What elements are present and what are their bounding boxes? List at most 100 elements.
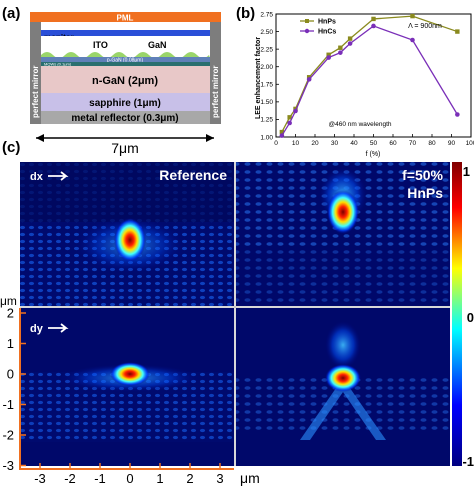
chart-ytick-label: 2.25 — [260, 46, 273, 53]
field-ytick-label: 2 — [7, 306, 14, 321]
chart-xtick-label: 50 — [370, 140, 378, 147]
legend-marker-HnCs — [304, 28, 310, 34]
chart-ytick-label: 1.50 — [260, 99, 273, 106]
field-ytick-label: 1 — [7, 336, 14, 351]
chart-ylabel: LEE enhancement factor — [255, 37, 262, 119]
chart-lambda-annotation: Λ = 900nm — [408, 23, 442, 30]
field-xtick-label: 2 — [186, 471, 193, 486]
field-xtick-label: 1 — [156, 471, 163, 486]
point-HnCs — [326, 55, 331, 60]
chart-legend: HnPs HnCs — [300, 18, 336, 35]
label-dy: dy — [30, 323, 44, 335]
pml-layer — [30, 12, 221, 22]
point-HnCs — [306, 77, 312, 82]
chart-ytick-label: 2.75 — [260, 11, 273, 18]
pml-label: PML — [117, 14, 134, 23]
field-xtick-label: 3 — [216, 471, 223, 486]
ito-texture — [41, 52, 210, 58]
chart-wavelength-annotation: @460 nm wavelength — [329, 121, 392, 128]
point-HnPs — [410, 13, 415, 19]
point-HnCs — [455, 112, 460, 117]
panel-label-a: (a) — [2, 5, 20, 22]
gap-layer — [41, 36, 210, 51]
panel-label-b: (b) — [236, 5, 255, 22]
chart-xtick-label: 70 — [409, 140, 417, 147]
point-HnCs — [287, 120, 292, 126]
chart-xtick-label: 80 — [428, 140, 436, 147]
series-line-HnPs — [281, 15, 458, 133]
colorbar-min: -1 — [462, 454, 474, 469]
chart-ytick-label: 2.00 — [260, 64, 273, 71]
label-f50: f=50% — [402, 167, 443, 183]
air-layer — [41, 22, 210, 30]
point-HnPs — [279, 129, 285, 135]
label-reference: Reference — [159, 167, 227, 183]
point-HnCs — [338, 50, 343, 55]
field-ytick-label: -2 — [2, 428, 14, 443]
sapphire-layer — [41, 93, 210, 111]
field-ytick-label: -1 — [2, 397, 14, 412]
y-unit-label: μm — [0, 294, 17, 308]
x-unit-label: μm — [240, 470, 260, 486]
mqw-label: MQWs (0.1μm) — [44, 62, 72, 67]
chart-ytick-label: 1.25 — [260, 117, 273, 124]
field-ytick-label: 0 — [7, 367, 14, 382]
point-HnPs — [338, 45, 343, 50]
chart-xtick-label: 40 — [350, 140, 358, 147]
legend-label-HnPs: HnPs — [318, 18, 336, 25]
chart-frame — [275, 13, 472, 138]
field-xtick-label: -2 — [64, 471, 76, 486]
left-mirror-label: perfect mirror — [31, 66, 40, 118]
chart-xtick-label: 100 — [466, 140, 474, 147]
gan-label: GaN — [148, 40, 167, 50]
point-HnCs — [279, 133, 285, 138]
chart-xtick-label: 20 — [311, 140, 319, 147]
point-HnCs — [293, 108, 298, 114]
chart-xtick-label: 60 — [389, 140, 397, 147]
label-hnps: HnPs — [407, 185, 443, 201]
lee-chart: 1.00 1.25 1.50 1.75 2.00 2.25 2.50 2.75 0 10 20 30… — [255, 11, 474, 158]
chart-xtick-label: 0 — [274, 140, 278, 147]
panel-label-c: (c) — [2, 139, 20, 156]
label-dx: dx — [30, 171, 44, 183]
chart-ytick-label: 1.00 — [260, 134, 273, 141]
legend-marker-HnPs — [305, 19, 309, 23]
right-mirror — [210, 22, 221, 124]
legend-label-HnCs: HnCs — [318, 28, 336, 35]
dy-arrow-icon — [48, 323, 69, 333]
sapphire-label: sapphire (1μm) — [89, 98, 161, 109]
series-line-HnCs — [281, 25, 458, 136]
monitor-layer — [41, 30, 210, 36]
field-xtick-label: -1 — [94, 471, 106, 486]
chart-xlabel: f (%) — [366, 151, 381, 158]
width-label: 7μm — [111, 140, 139, 156]
chart-xtick-label: 10 — [292, 140, 300, 147]
point-HnPs — [347, 36, 353, 41]
point-HnCs — [347, 41, 353, 46]
metal-layer — [41, 111, 210, 124]
ito-label: ITO — [93, 40, 108, 50]
dx-arrow-icon — [48, 171, 69, 181]
field-ytick-label: -3 — [2, 458, 14, 473]
pgan-layer — [41, 57, 210, 62]
point-HnPs — [326, 52, 331, 57]
device-schematic: PML perfect mirror perfect mirror monito… — [30, 12, 221, 156]
point-HnPs — [287, 115, 292, 120]
ngan-layer — [41, 66, 210, 93]
point-HnCs — [371, 23, 376, 29]
pgan-label: p-GaN (0.08μm) — [107, 58, 144, 64]
colorbar-mid: 0 — [467, 310, 474, 325]
colorbar — [452, 162, 462, 466]
field-xtick-label: 0 — [126, 471, 133, 486]
mqw-layer — [41, 62, 210, 66]
point-HnPs — [371, 16, 376, 22]
colorbar-max: 1 — [463, 164, 470, 179]
field-maps: dx Reference f=50% HnPs dy μm μm 2 1 0 -1 -2… — [0, 162, 474, 486]
chart-ytick-label: 1.75 — [260, 82, 273, 89]
chart-xtick-label: 30 — [331, 140, 339, 147]
right-mirror-label: perfect mirror — [211, 66, 220, 118]
left-mirror — [30, 22, 41, 124]
point-HnCs — [410, 37, 415, 43]
field-xtick-label: -3 — [34, 471, 46, 486]
